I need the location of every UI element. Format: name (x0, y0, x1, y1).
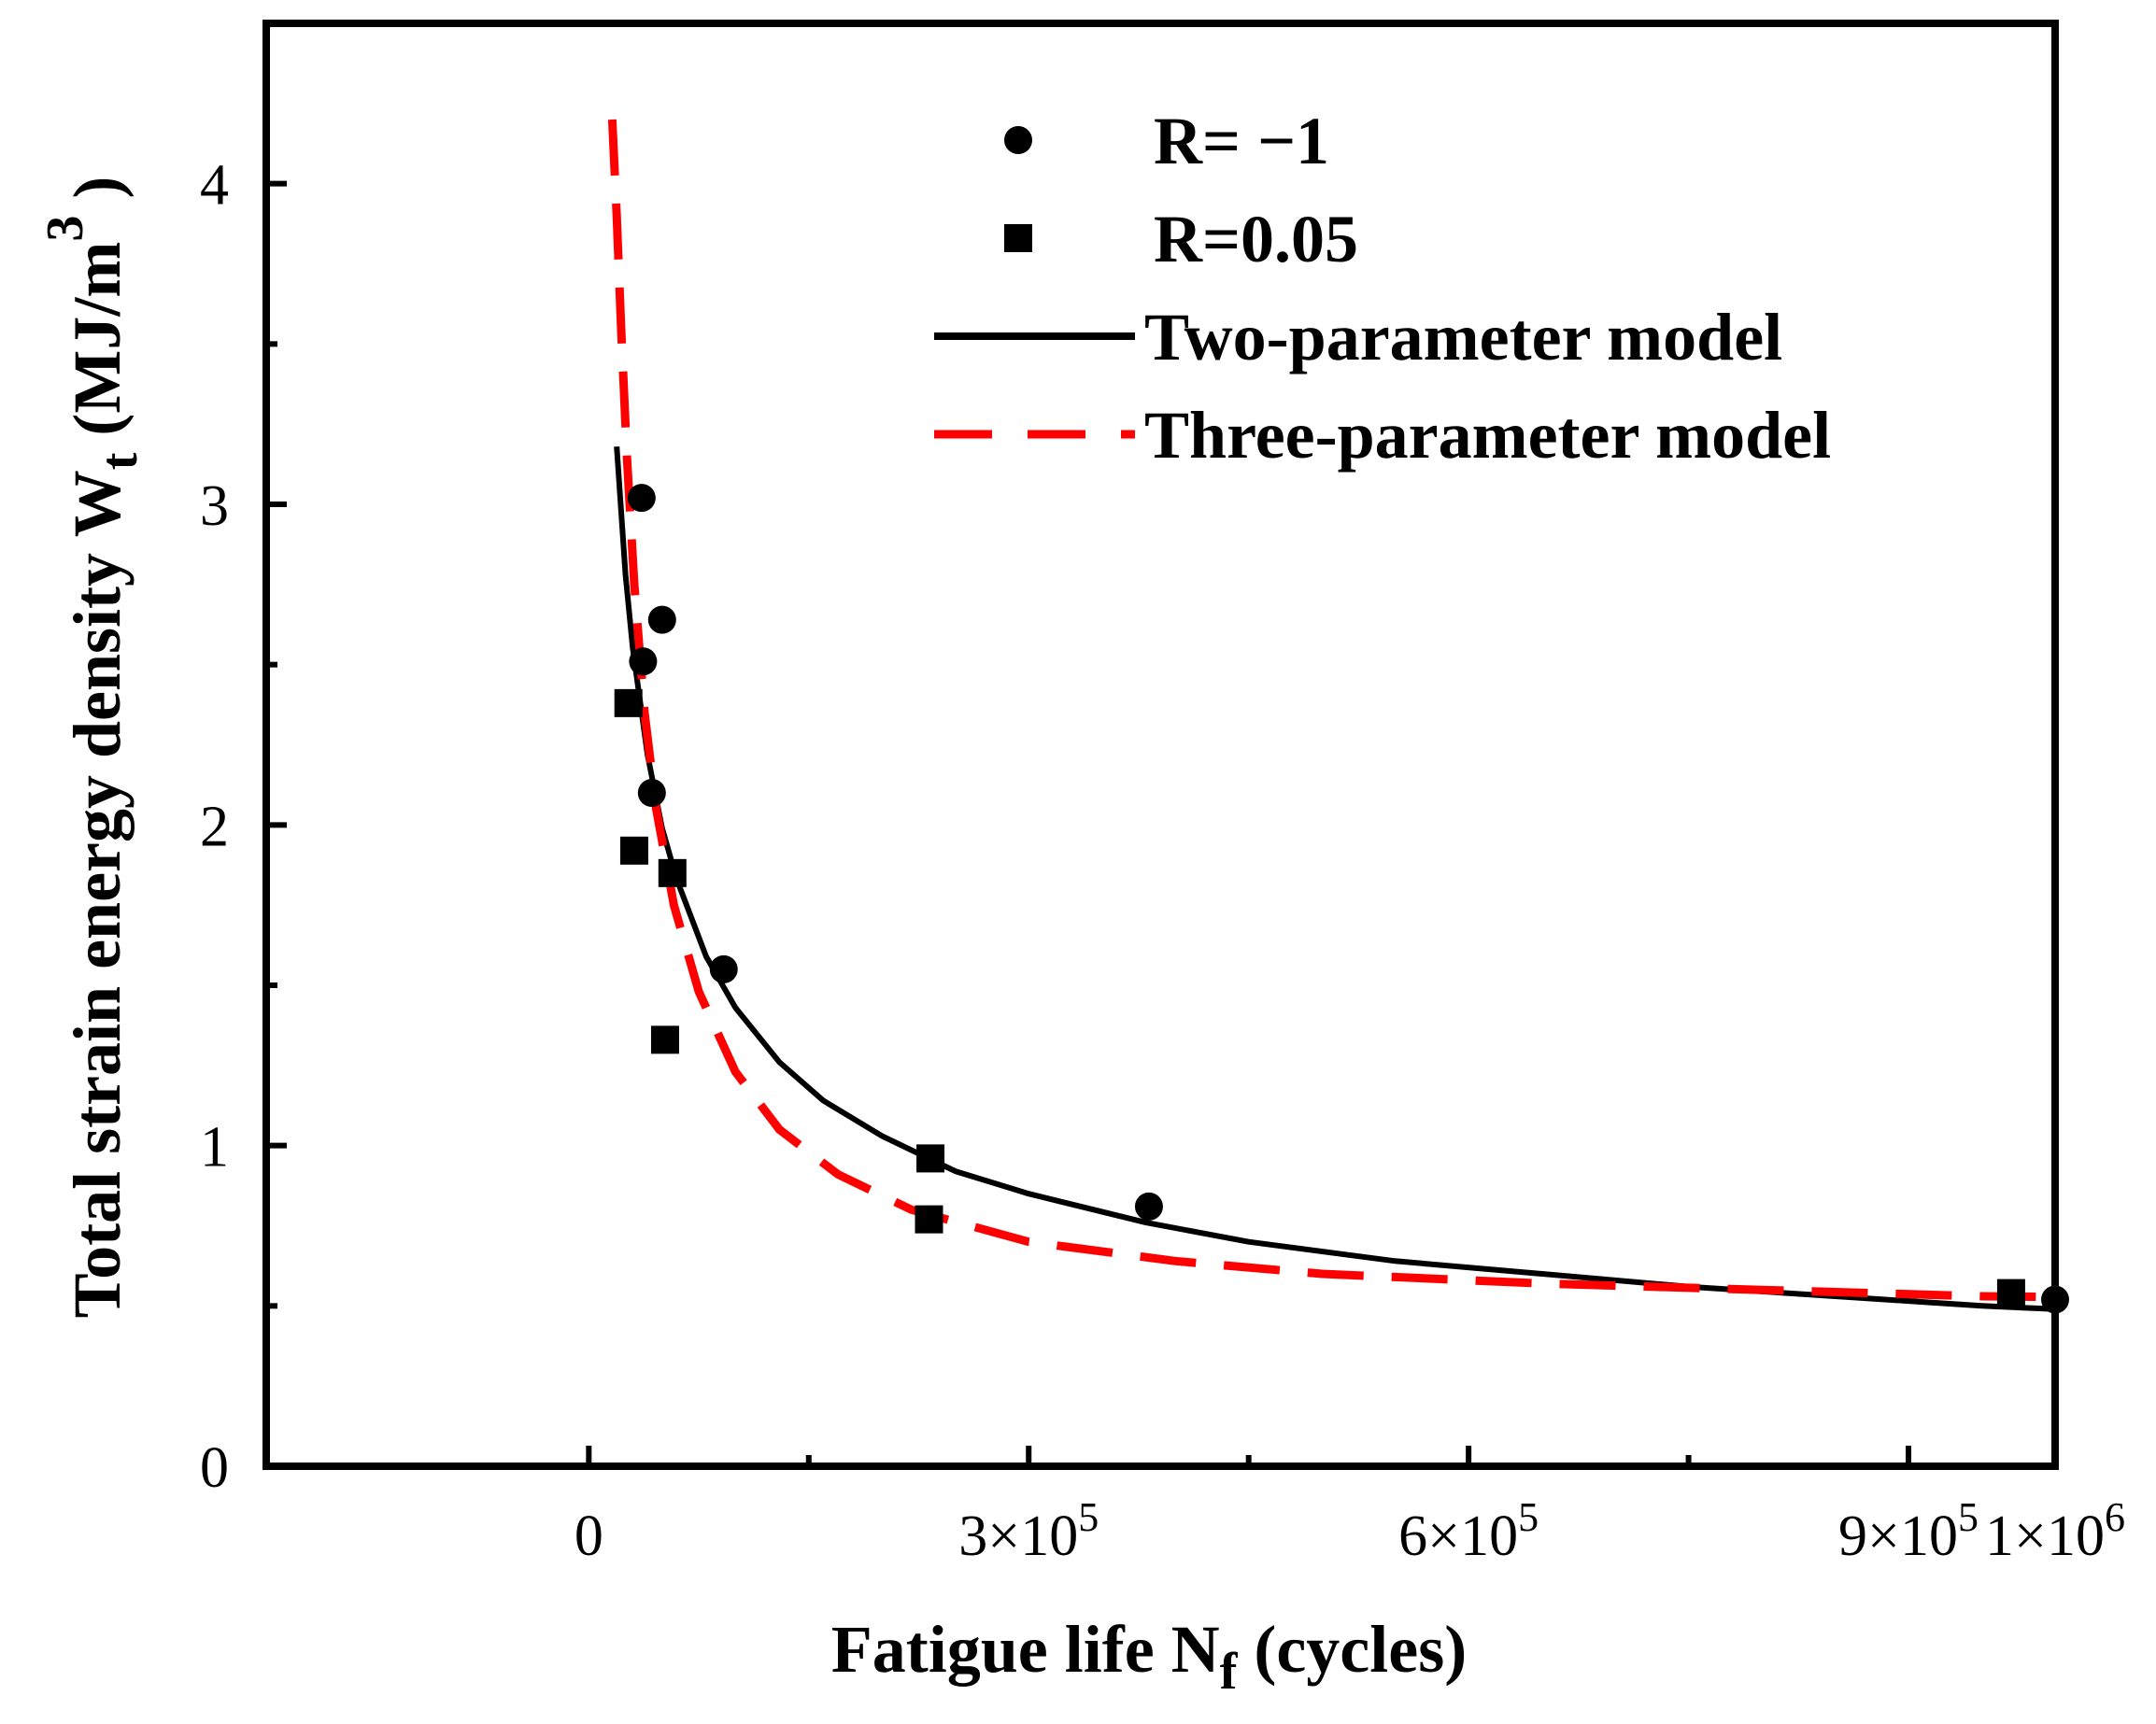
data-point-square (619, 836, 648, 865)
legend-marker-square (1004, 224, 1032, 252)
data-point-circle (709, 954, 738, 983)
data-point-square (916, 1144, 945, 1173)
data-point-square (658, 858, 687, 887)
data-markers (614, 484, 2069, 1314)
legend-label: Two-parameter model (1144, 300, 1782, 374)
data-point-circle (637, 779, 666, 807)
legend: R= −1 R=0.05 Two-parameter model Three-para… (934, 104, 1831, 473)
legend-marker-circle (1004, 126, 1032, 154)
legend-label: R= −1 (1154, 104, 1329, 178)
x-tick-label: 1×106 (1985, 1494, 2125, 1568)
x-tick-label: 0 (574, 1505, 603, 1568)
data-point-circle (647, 605, 676, 634)
x-tick-label: 9×105 (1838, 1494, 1979, 1568)
axis-ticks (266, 180, 2058, 1469)
y-axis-label: Total strain energy density Wt (MJ/m3 ) (36, 177, 149, 1319)
tick-labels: 0 3×105 6×105 9×105 1×106 0 1 2 3 4 (200, 154, 2125, 1568)
data-point-square (650, 1025, 679, 1054)
y-tick-label: 1 (200, 1116, 229, 1180)
legend-label: R=0.05 (1154, 202, 1358, 276)
data-point-square (614, 688, 643, 717)
data-point-square (1996, 1279, 2025, 1307)
y-tick-label: 3 (200, 474, 229, 538)
data-point-circle (629, 647, 658, 676)
y-tick-label: 2 (200, 795, 229, 858)
y-tick-label: 4 (200, 154, 229, 218)
legend-label: Three-parameter model (1144, 398, 1831, 473)
plot-frame (262, 20, 2059, 1470)
data-point-square (915, 1205, 943, 1234)
two-parameter-curve (614, 445, 2055, 1312)
x-tick-label: 3×105 (958, 1494, 1099, 1568)
x-axis-label: Fatigue life Nf (cycles) (831, 1612, 1467, 1701)
data-point-circle (1134, 1192, 1163, 1221)
three-parameter-curve (607, 119, 2055, 1302)
data-point-circle (627, 484, 656, 513)
y-tick-label: 0 (200, 1436, 229, 1500)
x-tick-label: 6×105 (1398, 1494, 1539, 1568)
